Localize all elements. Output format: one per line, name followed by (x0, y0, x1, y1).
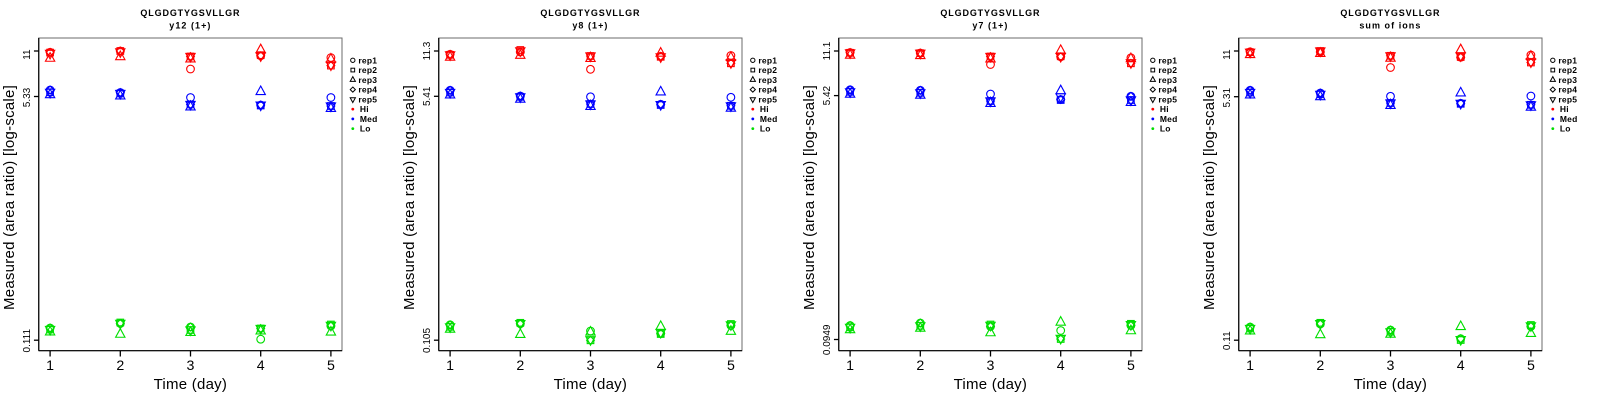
svg-text:rep1: rep1 (1558, 55, 1577, 65)
svg-text:Med: Med (360, 114, 378, 124)
svg-text:rep5: rep5 (758, 94, 777, 104)
svg-text:1: 1 (846, 358, 854, 374)
svg-text:2: 2 (1316, 358, 1324, 374)
svg-text:5: 5 (327, 358, 335, 374)
svg-text:rep1: rep1 (1158, 55, 1177, 65)
svg-text:4: 4 (1457, 358, 1465, 374)
svg-text:Med: Med (1160, 114, 1178, 124)
svg-text:5: 5 (1527, 358, 1535, 374)
svg-text:11.1: 11.1 (822, 41, 833, 60)
svg-text:0.0949: 0.0949 (822, 324, 833, 355)
svg-text:rep4: rep4 (1158, 85, 1177, 95)
svg-text:Hi: Hi (360, 104, 369, 114)
svg-text:0.105: 0.105 (422, 328, 433, 353)
svg-text:rep3: rep3 (758, 75, 777, 85)
svg-text:rep3: rep3 (358, 75, 377, 85)
svg-text:0.11: 0.11 (1222, 331, 1233, 350)
svg-text:Measured (area ratio) [log-sca: Measured (area ratio) [log-scale] (401, 85, 418, 310)
svg-text:rep4: rep4 (758, 85, 777, 95)
svg-text:5.33: 5.33 (22, 87, 33, 107)
svg-text:Time (day): Time (day) (954, 376, 1028, 393)
svg-text:QLGDGTYGSVLLGR: QLGDGTYGSVLLGR (940, 8, 1040, 18)
svg-text:3: 3 (987, 358, 995, 374)
svg-text:Hi: Hi (1560, 104, 1569, 114)
svg-text:Time (day): Time (day) (1354, 376, 1428, 393)
svg-text:y12 (1+): y12 (1+) (169, 20, 211, 30)
svg-text:y7 (1+): y7 (1+) (972, 20, 1008, 30)
svg-text:11: 11 (22, 49, 33, 60)
svg-text:4: 4 (657, 358, 665, 374)
svg-text:QLGDGTYGSVLLGR: QLGDGTYGSVLLGR (540, 8, 640, 18)
svg-text:Lo: Lo (1160, 124, 1171, 134)
svg-text:1: 1 (1246, 358, 1254, 374)
svg-text:4: 4 (257, 358, 265, 374)
svg-text:Hi: Hi (1160, 104, 1169, 114)
svg-text:Lo: Lo (1560, 124, 1571, 134)
svg-text:rep5: rep5 (358, 94, 377, 104)
svg-text:Lo: Lo (360, 124, 371, 134)
svg-text:5.41: 5.41 (422, 86, 433, 106)
svg-text:3: 3 (587, 358, 595, 374)
svg-text:0.111: 0.111 (22, 328, 33, 352)
svg-text:2: 2 (916, 358, 924, 374)
svg-text:rep5: rep5 (1158, 94, 1177, 104)
svg-text:11.3: 11.3 (422, 41, 433, 60)
svg-text:Measured (area ratio) [log-sca: Measured (area ratio) [log-scale] (1201, 85, 1218, 310)
svg-text:rep2: rep2 (358, 65, 377, 75)
svg-text:Lo: Lo (760, 124, 771, 134)
svg-text:rep4: rep4 (358, 85, 377, 95)
svg-text:5: 5 (1127, 358, 1135, 374)
svg-text:3: 3 (1387, 358, 1395, 374)
svg-text:Med: Med (760, 114, 778, 124)
svg-text:rep3: rep3 (1558, 75, 1577, 85)
svg-text:y8 (1+): y8 (1+) (572, 20, 608, 30)
svg-text:rep5: rep5 (1558, 94, 1577, 104)
svg-text:Hi: Hi (760, 104, 769, 114)
svg-text:rep2: rep2 (1158, 65, 1177, 75)
svg-text:2: 2 (116, 358, 124, 374)
svg-text:4: 4 (1057, 358, 1065, 374)
svg-text:3: 3 (187, 358, 195, 374)
svg-text:Measured (area ratio) [log-sca: Measured (area ratio) [log-scale] (1, 85, 18, 310)
svg-text:rep2: rep2 (1558, 65, 1577, 75)
svg-text:Med: Med (1560, 114, 1578, 124)
svg-text:Time (day): Time (day) (154, 376, 228, 393)
svg-text:rep3: rep3 (1158, 75, 1177, 85)
svg-text:sum of ions: sum of ions (1359, 20, 1421, 30)
svg-text:2: 2 (516, 358, 524, 374)
svg-text:11: 11 (1222, 49, 1233, 60)
svg-text:5.42: 5.42 (822, 85, 833, 105)
svg-text:Measured (area ratio) [log-sca: Measured (area ratio) [log-scale] (801, 85, 818, 310)
svg-text:QLGDGTYGSVLLGR: QLGDGTYGSVLLGR (1340, 8, 1440, 18)
svg-text:1: 1 (446, 358, 454, 374)
svg-text:1: 1 (46, 358, 54, 374)
svg-text:rep2: rep2 (758, 65, 777, 75)
svg-text:Time (day): Time (day) (554, 376, 628, 393)
svg-text:rep4: rep4 (1558, 85, 1577, 95)
svg-text:QLGDGTYGSVLLGR: QLGDGTYGSVLLGR (140, 8, 240, 18)
svg-text:5.31: 5.31 (1222, 88, 1233, 108)
svg-text:5: 5 (727, 358, 735, 374)
svg-text:rep1: rep1 (358, 55, 377, 65)
svg-text:rep1: rep1 (758, 55, 777, 65)
